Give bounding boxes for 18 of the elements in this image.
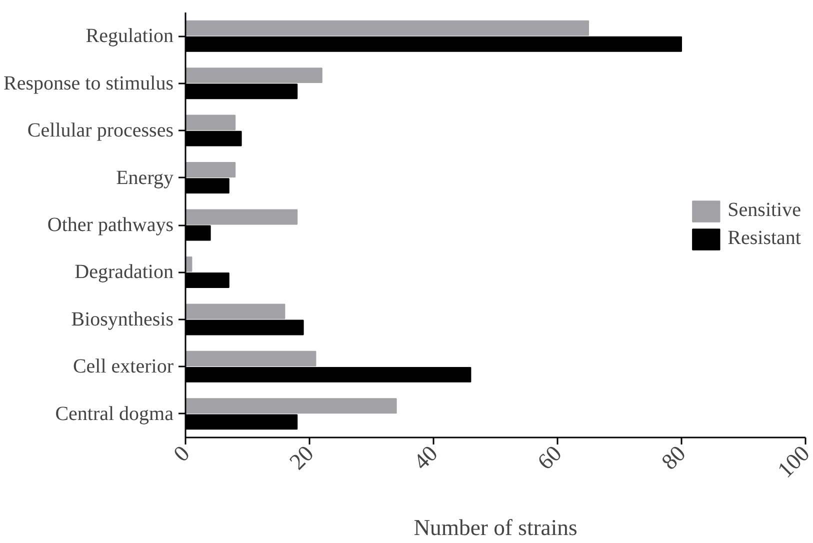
x-tick-label: 40 (408, 440, 442, 474)
y-tick-label: Energy (116, 166, 174, 189)
y-tick-label: Response to stimulus (3, 72, 174, 94)
x-tick-label: 100 (772, 440, 813, 482)
legend-label: Resistant (728, 227, 801, 250)
y-tick-label: Central dogma (55, 402, 174, 425)
x-tick-label: 80 (656, 440, 690, 474)
y-tick-label: Other pathways (47, 214, 174, 236)
x-tick-label: 20 (284, 440, 318, 474)
y-tick-label: Regulation (86, 25, 174, 48)
y-tick-label: Biosynthesis (71, 308, 174, 330)
legend-label: Sensitive (728, 199, 801, 222)
x-tick-label: 60 (532, 440, 566, 474)
x-axis-title: Number of strains (414, 515, 578, 540)
y-tick-label: Cell exterior (72, 356, 174, 378)
x-tick-label: 0 (168, 440, 194, 466)
y-tick-label: Cellular processes (27, 120, 174, 142)
y-tick-label: Degradation (74, 261, 174, 284)
